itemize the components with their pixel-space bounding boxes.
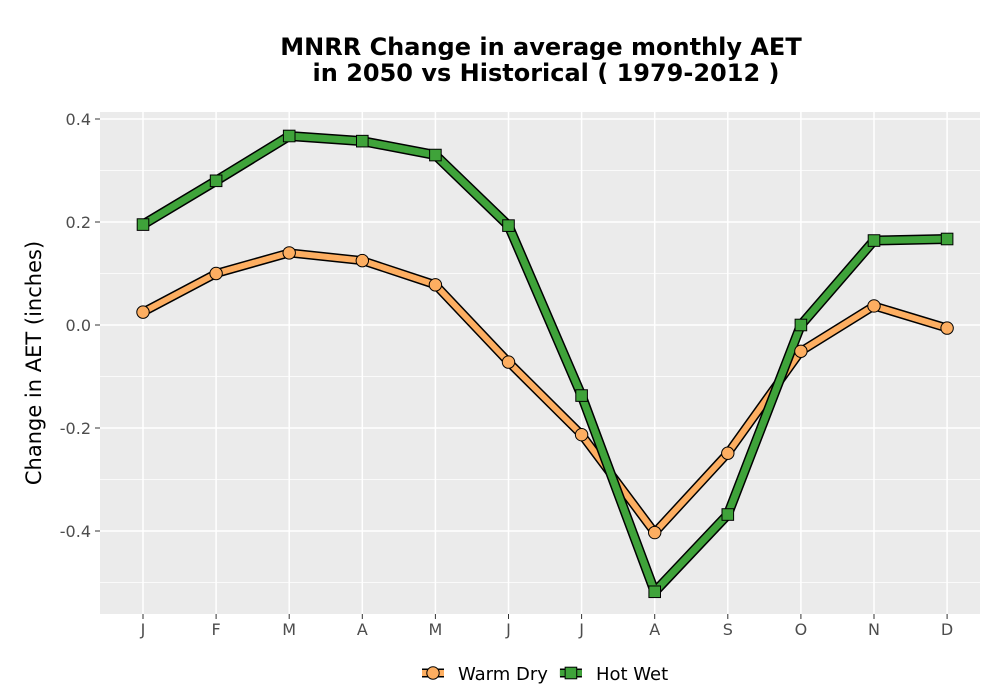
x-tick-label: O [795,620,808,639]
point-hot-wet [429,148,442,162]
point-hot-wet [721,508,735,521]
point-warm-dry [136,305,150,319]
y-axis-title: Change in AET (inches) [22,241,46,485]
chart-title-line-2: in 2050 vs Historical ( 1979-2012 ) [313,59,780,87]
y-tick-label: 0.4 [66,110,91,129]
y-tick-label: 0.0 [66,316,91,335]
point-warm-dry [940,321,954,335]
legend-key-marker [426,666,440,680]
point-hot-wet [648,585,662,599]
legend: Warm Dry Hot Wet [422,664,668,685]
x-tick-label: D [941,620,953,639]
y-tick-label: -0.4 [60,522,91,541]
plot-panel [100,112,980,614]
x-tick-label: J [505,620,511,639]
series-line-warm-dry [140,249,951,536]
x-tick-label: M [428,620,442,639]
point-hot-wet [136,218,150,231]
legend-label: Warm Dry [458,664,548,685]
point-warm-dry [355,253,369,268]
legend-label: Hot Wet [596,664,668,685]
point-hot-wet [867,234,881,247]
point-warm-dry [794,344,808,358]
point-warm-dry [209,266,223,281]
x-tick-label: F [211,620,220,639]
x-tick-label: J [578,620,584,639]
point-hot-wet [356,134,369,148]
x-tick-label: J [140,620,146,639]
point-warm-dry [648,525,662,540]
x-tick-label: M [282,620,296,639]
x-tick-label: A [357,620,368,639]
chart-title-line-1: MNRR Change in average monthly AET [280,33,802,61]
x-tick-label: S [723,620,733,639]
point-warm-dry [574,427,589,442]
point-hot-wet [502,219,515,232]
x-tick-label: A [649,620,660,639]
grid [100,112,980,614]
point-warm-dry [721,446,735,460]
point-hot-wet [940,232,954,246]
point-warm-dry [501,355,516,369]
y-tick-label: -0.2 [60,419,91,438]
y-tick-label: 0.2 [66,213,91,232]
series-layer [136,129,954,599]
legend-key-marker [564,666,578,680]
point-hot-wet [794,318,808,332]
point-hot-wet [282,129,296,143]
x-tick-label: N [868,620,880,639]
point-hot-wet [575,389,588,402]
y-axis: 0.4 0.2 0.0 -0.2 -0.4 [60,110,100,541]
point-warm-dry [867,299,881,313]
series-line-hot-wet [139,132,951,596]
point-warm-dry [428,278,443,292]
point-warm-dry [282,246,296,260]
point-hot-wet [209,174,223,188]
